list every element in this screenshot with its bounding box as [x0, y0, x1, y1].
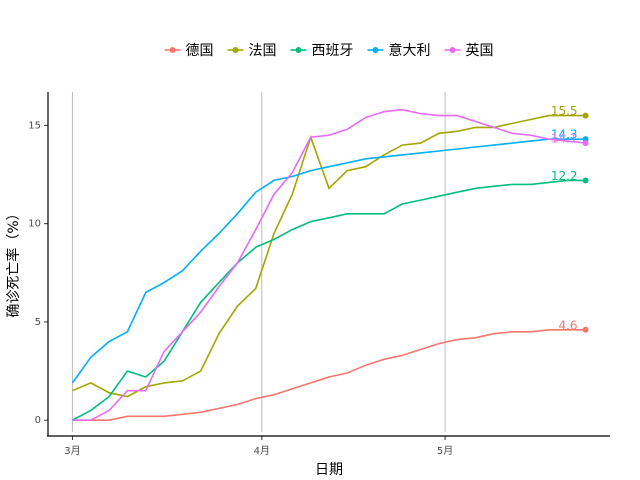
y-tick-label: 5: [35, 317, 41, 328]
x-axis-title: 日期: [315, 462, 343, 478]
end-point: [582, 326, 589, 333]
legend-label: 英国: [466, 42, 494, 59]
legend-item: 意大利: [367, 42, 431, 59]
legend-label: 法国: [249, 43, 277, 59]
x-tick-label: 5月: [437, 445, 453, 457]
legend-key-point: [372, 47, 379, 53]
legend-key-point: [295, 47, 302, 53]
y-axis-title: 确诊死亡率（%）: [5, 206, 22, 317]
y-tick-label: 10: [28, 219, 41, 230]
end-label: 15.5: [551, 104, 578, 118]
legend-key-point: [449, 47, 456, 53]
legend-key-point: [169, 47, 176, 53]
series-line: [72, 108, 586, 421]
end-label: 14.3: [551, 128, 578, 142]
end-label: 12.2: [551, 169, 578, 183]
legend-item: 英国: [444, 42, 494, 59]
legend: 德国 法国 西班牙 意大利 英国: [164, 42, 494, 59]
series-line: [71, 138, 586, 384]
y-tick-label: 0: [35, 415, 41, 426]
legend-label: 意大利: [389, 42, 431, 59]
end-label: 14.1: [551, 132, 578, 146]
end-point: [582, 140, 589, 147]
y-tick-label: 15: [28, 120, 41, 131]
legend-label: 西班牙: [312, 43, 354, 59]
legend-item: 德国: [164, 43, 214, 59]
legend-label: 德国: [186, 43, 214, 59]
legend-item: 法国: [227, 43, 277, 59]
end-label: 4.6: [558, 318, 577, 332]
series-line: [72, 329, 586, 421]
series-line: [72, 114, 586, 398]
series-line: [72, 179, 586, 421]
end-point: [582, 112, 589, 119]
end-point: [582, 177, 589, 184]
x-tick-label: 3月: [64, 445, 80, 457]
legend-key-point: [232, 47, 239, 53]
x-tick-label: 4月: [254, 445, 270, 457]
legend-item: 西班牙: [290, 43, 354, 59]
